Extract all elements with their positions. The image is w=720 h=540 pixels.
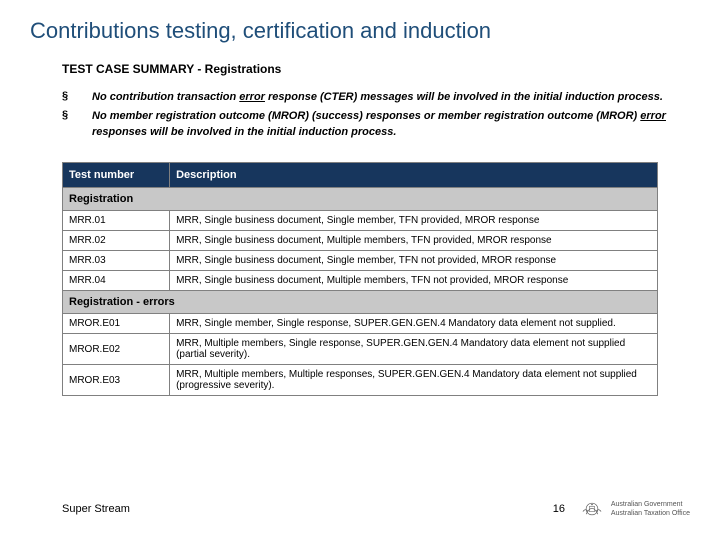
cell-test-number: MROR.E01 [63, 314, 170, 334]
table-row: MROR.E02MRR, Multiple members, Single re… [63, 334, 658, 365]
bullet-list: §No contribution transaction error respo… [0, 76, 720, 140]
column-header-test-number: Test number [63, 163, 170, 188]
cell-test-number: MROR.E02 [63, 334, 170, 365]
cell-description: MRR, Single business document, Single me… [170, 211, 658, 231]
subtitle: TEST CASE SUMMARY - Registrations [0, 44, 720, 76]
gov-crest-line2: Australian Taxation Office [611, 509, 690, 518]
cell-test-number: MROR.E03 [63, 365, 170, 396]
table-section-row: Registration - errors [63, 291, 658, 314]
section-label: Registration - errors [63, 291, 658, 314]
cell-test-number: MRR.02 [63, 231, 170, 251]
footer-crest: Australian Government Australian Taxatio… [579, 496, 720, 522]
test-case-table-wrap: Test number Description RegistrationMRR.… [0, 144, 720, 396]
cell-description: MRR, Single business document, Multiple … [170, 231, 658, 251]
table-row: MROR.E03MRR, Multiple members, Multiple … [63, 365, 658, 396]
gov-crest-icon [579, 496, 605, 522]
cell-description: MRR, Single member, Single response, SUP… [170, 314, 658, 334]
bullet-item: §No member registration outcome (MROR) (… [62, 109, 680, 140]
cell-test-number: MRR.01 [63, 211, 170, 231]
table-row: MRR.04MRR, Single business document, Mul… [63, 271, 658, 291]
column-header-description: Description [170, 163, 658, 188]
bullet-text: No contribution transaction error respon… [92, 90, 663, 105]
footer-left-text: Super Stream [0, 503, 539, 515]
table-row: MROR.E01MRR, Single member, Single respo… [63, 314, 658, 334]
gov-crest-line1: Australian Government [611, 500, 690, 509]
table-row: MRR.02MRR, Single business document, Mul… [63, 231, 658, 251]
table-row: MRR.01MRR, Single business document, Sin… [63, 211, 658, 231]
section-label: Registration [63, 188, 658, 211]
footer-page-number: 16 [539, 503, 579, 515]
cell-description: MRR, Single business document, Multiple … [170, 271, 658, 291]
bullet-item: §No contribution transaction error respo… [62, 90, 680, 105]
test-case-table: Test number Description RegistrationMRR.… [62, 162, 658, 396]
cell-description: MRR, Single business document, Single me… [170, 251, 658, 271]
table-section-row: Registration [63, 188, 658, 211]
cell-test-number: MRR.04 [63, 271, 170, 291]
cell-description: MRR, Multiple members, Single response, … [170, 334, 658, 365]
cell-test-number: MRR.03 [63, 251, 170, 271]
table-body: RegistrationMRR.01MRR, Single business d… [63, 188, 658, 396]
bullet-text: No member registration outcome (MROR) (s… [92, 109, 680, 140]
bullet-marker: § [62, 109, 92, 140]
gov-crest-text: Australian Government Australian Taxatio… [611, 500, 690, 518]
footer: Super Stream 16 Australian Government Au… [0, 496, 720, 522]
table-row: MRR.03MRR, Single business document, Sin… [63, 251, 658, 271]
page-title: Contributions testing, certification and… [0, 0, 720, 44]
cell-description: MRR, Multiple members, Multiple response… [170, 365, 658, 396]
bullet-marker: § [62, 90, 92, 105]
